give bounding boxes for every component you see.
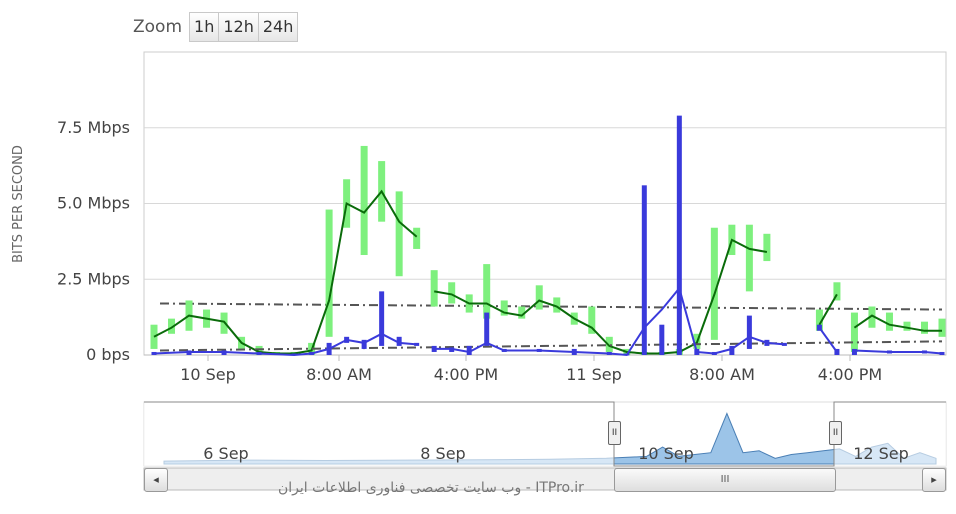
zoom-label: Zoom (133, 17, 183, 37)
zoom-bar: Zoom 1h 12h 24h (133, 12, 299, 42)
navigator-label: 8 Sep (420, 444, 465, 463)
x-tick-label: 11 Sep (566, 365, 622, 384)
y-axis-title: BITS PER SECOND (11, 145, 26, 263)
scroll-thumb[interactable]: III (614, 468, 836, 492)
navigator-left-handle[interactable]: II (608, 421, 621, 445)
range-bar (885, 312, 893, 331)
range-bar (851, 348, 857, 355)
y-tick-label: 2.5 Mbps (57, 269, 130, 288)
range-bar (431, 345, 437, 352)
x-tick-label: 10 Sep (180, 365, 236, 384)
scroll-left-button[interactable]: ◂ (144, 468, 168, 492)
range-bar (395, 191, 403, 277)
navigator-outline (144, 401, 946, 467)
navigator-label: 10 Sep (638, 444, 694, 463)
range-bar (484, 312, 490, 346)
range-bar (448, 282, 456, 304)
range-bar (641, 185, 647, 355)
scroll-right-button[interactable]: ▸ (922, 468, 946, 492)
navigator-right-handle[interactable]: II (829, 421, 842, 445)
range-bar (659, 324, 665, 355)
range-bar (605, 336, 613, 352)
trend-line-0 (159, 302, 943, 311)
range-bar (815, 309, 823, 331)
navigator-label: 6 Sep (203, 444, 248, 463)
watermark: وب سایت تخصصی فناوری اطلاعات ایران - ITP… (278, 480, 584, 496)
range-bar (518, 306, 526, 319)
range-bar (745, 224, 753, 292)
range-bar (746, 315, 752, 349)
navigator-mask-left (144, 402, 614, 466)
range-bar (903, 321, 911, 331)
range-bar (553, 297, 561, 313)
x-tick-label: 8:00 AM (306, 365, 372, 384)
navigator-mask-right (834, 402, 946, 466)
range-bar (379, 291, 385, 346)
range-bar (168, 318, 176, 334)
range-bar (396, 336, 402, 346)
range-bar (938, 318, 946, 337)
y-tick-label: 0 bps (86, 345, 130, 364)
range-bar (430, 270, 438, 307)
range-bar (588, 306, 596, 334)
range-bar (676, 115, 682, 355)
series-line-0 (153, 189, 942, 355)
range-bar (325, 209, 333, 337)
trend-line-1 (159, 340, 943, 352)
range-bar (360, 145, 368, 256)
range-bar (466, 345, 472, 355)
range-bar (850, 312, 858, 352)
range-bar (710, 227, 718, 340)
x-tick-label: 8:00 AM (689, 365, 755, 384)
range-bar (729, 345, 735, 355)
range-bar (868, 306, 876, 328)
x-tick-label: 4:00 PM (818, 365, 882, 384)
navigator-label: 12 Sep (853, 444, 909, 463)
range-bar (833, 282, 841, 301)
zoom-24h-button[interactable]: 24h (257, 12, 299, 42)
range-bar (500, 300, 508, 316)
range-bar (763, 233, 771, 262)
range-bar (255, 345, 263, 355)
range-bar (150, 324, 158, 349)
range-bar (535, 285, 543, 310)
x-tick-label: 4:00 PM (434, 365, 498, 384)
y-tick-label: 7.5 Mbps (57, 118, 130, 137)
range-bar (920, 321, 928, 334)
range-bar (483, 264, 491, 319)
series-line-1 (153, 286, 943, 357)
range-bar (413, 227, 421, 249)
range-bar (361, 339, 367, 349)
y-tick-label: 5.0 Mbps (57, 194, 130, 213)
